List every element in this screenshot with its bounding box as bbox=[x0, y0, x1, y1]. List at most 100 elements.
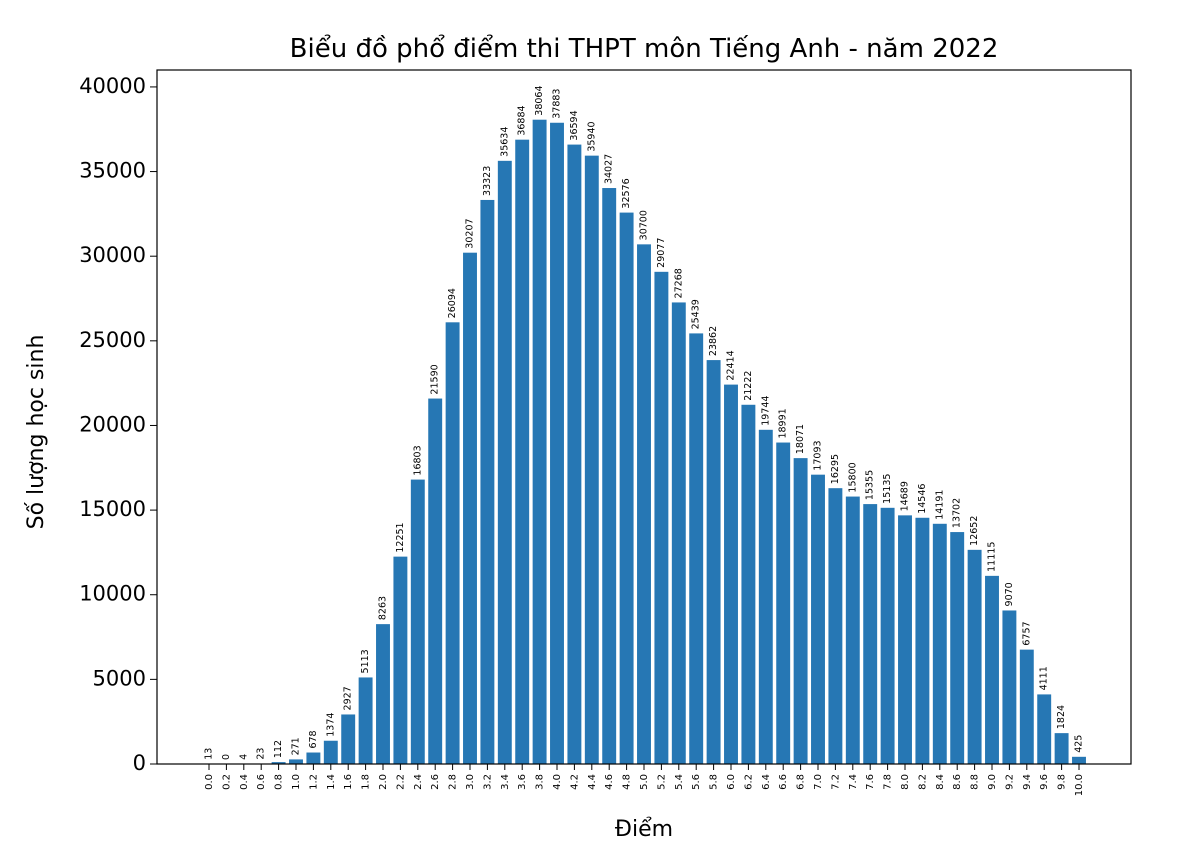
bar-value-label: 6757 bbox=[1021, 621, 1032, 645]
bar bbox=[741, 404, 756, 764]
bar-value-label: 112 bbox=[273, 740, 284, 758]
x-tick-label: 5.6 bbox=[691, 774, 702, 790]
plot-frame bbox=[156, 69, 1132, 765]
bar bbox=[445, 322, 460, 764]
bar-value-label: 19744 bbox=[760, 396, 771, 426]
x-tick-label: 6.2 bbox=[743, 774, 754, 790]
x-tick-label: 5.2 bbox=[656, 774, 667, 790]
bar bbox=[845, 496, 860, 764]
bar bbox=[724, 384, 738, 764]
bar-value-label: 22414 bbox=[726, 350, 737, 380]
bar-value-label: 1374 bbox=[325, 713, 336, 737]
x-tick-label: 3.4 bbox=[500, 774, 511, 790]
bar bbox=[584, 155, 599, 764]
bar-value-label: 26094 bbox=[447, 288, 458, 318]
chart-title: Biểu đồ phổ điểm thi THPT môn Tiếng Anh … bbox=[290, 33, 999, 64]
bar bbox=[811, 474, 825, 764]
bar-value-label: 25439 bbox=[691, 299, 702, 329]
bar-value-label: 16803 bbox=[412, 445, 423, 475]
x-tick-label: 8.6 bbox=[952, 774, 963, 790]
x-tick-label: 4.8 bbox=[622, 774, 633, 790]
bar-value-label: 23862 bbox=[708, 326, 719, 356]
bar-value-label: 33323 bbox=[482, 166, 493, 196]
bar-value-label: 14546 bbox=[917, 484, 928, 514]
x-tick-label: 7.4 bbox=[848, 774, 859, 790]
x-tick-label: 8.0 bbox=[900, 774, 911, 790]
bar-value-label: 23 bbox=[256, 748, 267, 760]
x-tick-label: 1.6 bbox=[343, 774, 354, 790]
bar bbox=[706, 360, 721, 764]
bar-value-label: 14689 bbox=[900, 481, 911, 511]
bar bbox=[689, 333, 704, 764]
bar bbox=[915, 517, 930, 764]
bar bbox=[323, 740, 338, 764]
bar bbox=[1037, 694, 1052, 764]
x-tick-label: 3.6 bbox=[517, 774, 528, 790]
y-tick-label: 10000 bbox=[79, 582, 146, 606]
bar bbox=[1054, 733, 1069, 764]
bar-value-label: 32576 bbox=[621, 178, 632, 208]
x-tick-label: 1.0 bbox=[291, 774, 302, 790]
bar-value-label: 271 bbox=[291, 737, 302, 755]
bar-value-label: 1824 bbox=[1056, 705, 1067, 729]
bar bbox=[463, 252, 477, 764]
bar bbox=[985, 575, 999, 764]
x-tick-label: 4.4 bbox=[587, 774, 598, 790]
x-tick-label: 8.2 bbox=[917, 774, 928, 790]
x-tick-label: 0.2 bbox=[221, 774, 232, 790]
x-tick-label: 9.2 bbox=[1004, 774, 1015, 790]
bar bbox=[271, 762, 286, 764]
x-tick-label: 4.0 bbox=[552, 774, 563, 790]
y-tick-label: 20000 bbox=[79, 412, 146, 436]
bar-value-label: 4111 bbox=[1039, 666, 1050, 690]
x-tick-label: 9.4 bbox=[1022, 774, 1033, 790]
x-tick-label: 9.8 bbox=[1057, 774, 1068, 790]
x-tick-label: 2.8 bbox=[448, 774, 459, 790]
bar bbox=[532, 119, 547, 764]
bar bbox=[967, 549, 982, 764]
x-tick-label: 7.0 bbox=[813, 774, 824, 790]
bar-value-label: 15800 bbox=[847, 462, 858, 492]
y-tick-label: 25000 bbox=[79, 328, 146, 352]
x-tick-label: 3.0 bbox=[465, 774, 476, 790]
bar-value-label: 36884 bbox=[517, 105, 528, 135]
bar bbox=[376, 624, 390, 764]
x-tick-label: 2.6 bbox=[430, 774, 441, 790]
bar-value-label: 35634 bbox=[499, 127, 510, 157]
x-tick-label: 9.0 bbox=[987, 774, 998, 790]
x-tick-label: 7.6 bbox=[865, 774, 876, 790]
y-tick-label: 30000 bbox=[79, 243, 146, 267]
bar-value-label: 13 bbox=[204, 748, 215, 760]
bar bbox=[410, 479, 425, 764]
bar bbox=[1019, 649, 1034, 764]
bar-value-label: 8263 bbox=[378, 596, 389, 620]
bar-value-label: 11115 bbox=[987, 542, 998, 572]
bar-value-label: 15355 bbox=[865, 470, 876, 500]
bar-value-label: 36594 bbox=[569, 110, 580, 140]
x-tick-label: 0.4 bbox=[239, 774, 250, 790]
bar bbox=[602, 188, 617, 764]
x-tick-label: 2.0 bbox=[378, 774, 389, 790]
x-tick-label: 8.4 bbox=[935, 774, 946, 790]
bar-value-label: 37883 bbox=[552, 89, 563, 119]
x-tick-label: 0.0 bbox=[204, 774, 215, 790]
bar-value-label: 18071 bbox=[795, 424, 806, 454]
bar-value-label: 12251 bbox=[395, 522, 406, 552]
x-tick-label: 6.8 bbox=[796, 774, 807, 790]
bar bbox=[950, 532, 965, 764]
x-tick-label: 4.6 bbox=[604, 774, 615, 790]
x-tick-label: 10.0 bbox=[1074, 774, 1085, 796]
bar bbox=[654, 271, 669, 764]
bar-value-label: 2927 bbox=[343, 686, 354, 710]
bar-value-label: 15135 bbox=[882, 474, 893, 504]
bar bbox=[341, 714, 356, 764]
bar bbox=[1072, 756, 1086, 764]
y-tick-label: 5000 bbox=[93, 666, 146, 690]
x-tick-label: 1.8 bbox=[361, 774, 372, 790]
x-tick-label: 6.4 bbox=[761, 774, 772, 790]
bar-value-label: 34027 bbox=[604, 154, 615, 184]
bar-value-label: 30700 bbox=[639, 210, 650, 240]
x-tick-label: 7.2 bbox=[830, 774, 841, 790]
